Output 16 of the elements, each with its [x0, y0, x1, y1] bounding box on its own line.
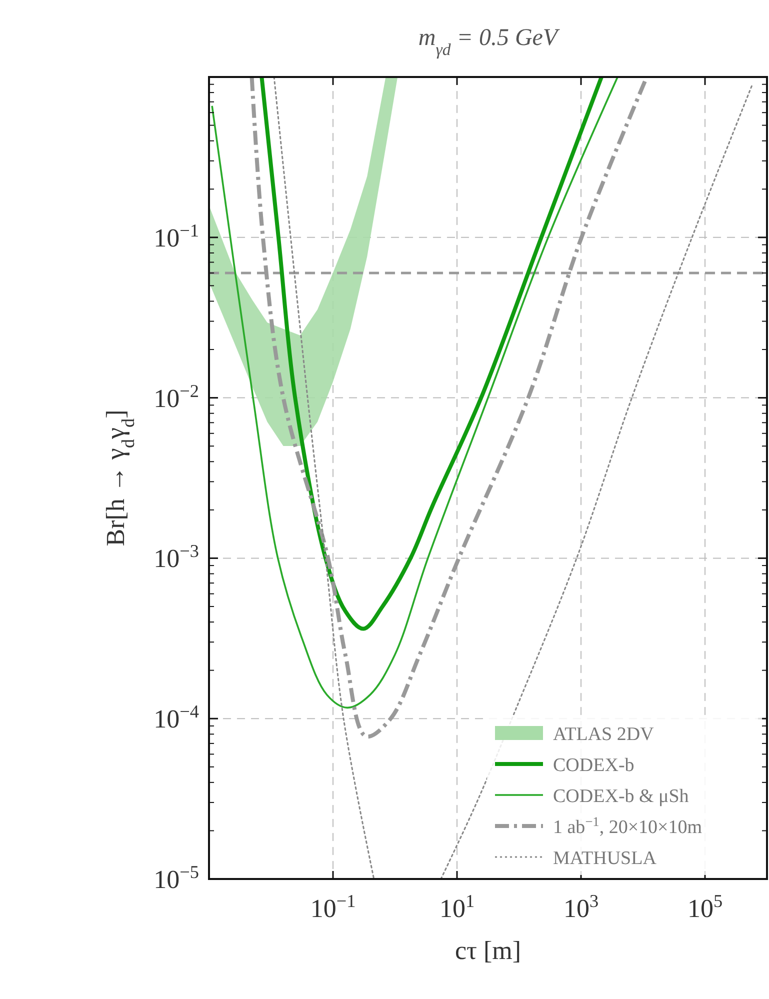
legend-label: MATHUSLA: [553, 848, 657, 869]
x-axis-title: cτ [m]: [454, 936, 522, 965]
y-tick-label: 10$^{−5}$: [154, 862, 199, 894]
x-tick-label: 10$^{−1}$: [310, 891, 356, 923]
y-tick-label: 10$^{−4}$: [154, 702, 199, 734]
y-tick-label: 10$^{−1}$: [154, 220, 199, 252]
chart-title: m$_{γd}$ = 0.5 GeV: [418, 25, 560, 58]
legend-label: CODEX-b: [553, 755, 634, 776]
y-tick-label: 10$^{−3}$: [154, 541, 199, 574]
legend-label: 1 ab$^{−1}$, 20×10×10m: [553, 814, 702, 838]
legend-label: ATLAS 2DV: [553, 724, 654, 745]
x-tick-label: 10$^{5}$: [687, 891, 723, 923]
legend-label: CODEX-b & μSh: [553, 786, 690, 807]
y-tick-label: 10$^{−2}$: [154, 380, 199, 413]
x-tick-label: 10$^{1}$: [439, 891, 475, 923]
x-tick-label: 10$^{3}$: [563, 891, 599, 923]
